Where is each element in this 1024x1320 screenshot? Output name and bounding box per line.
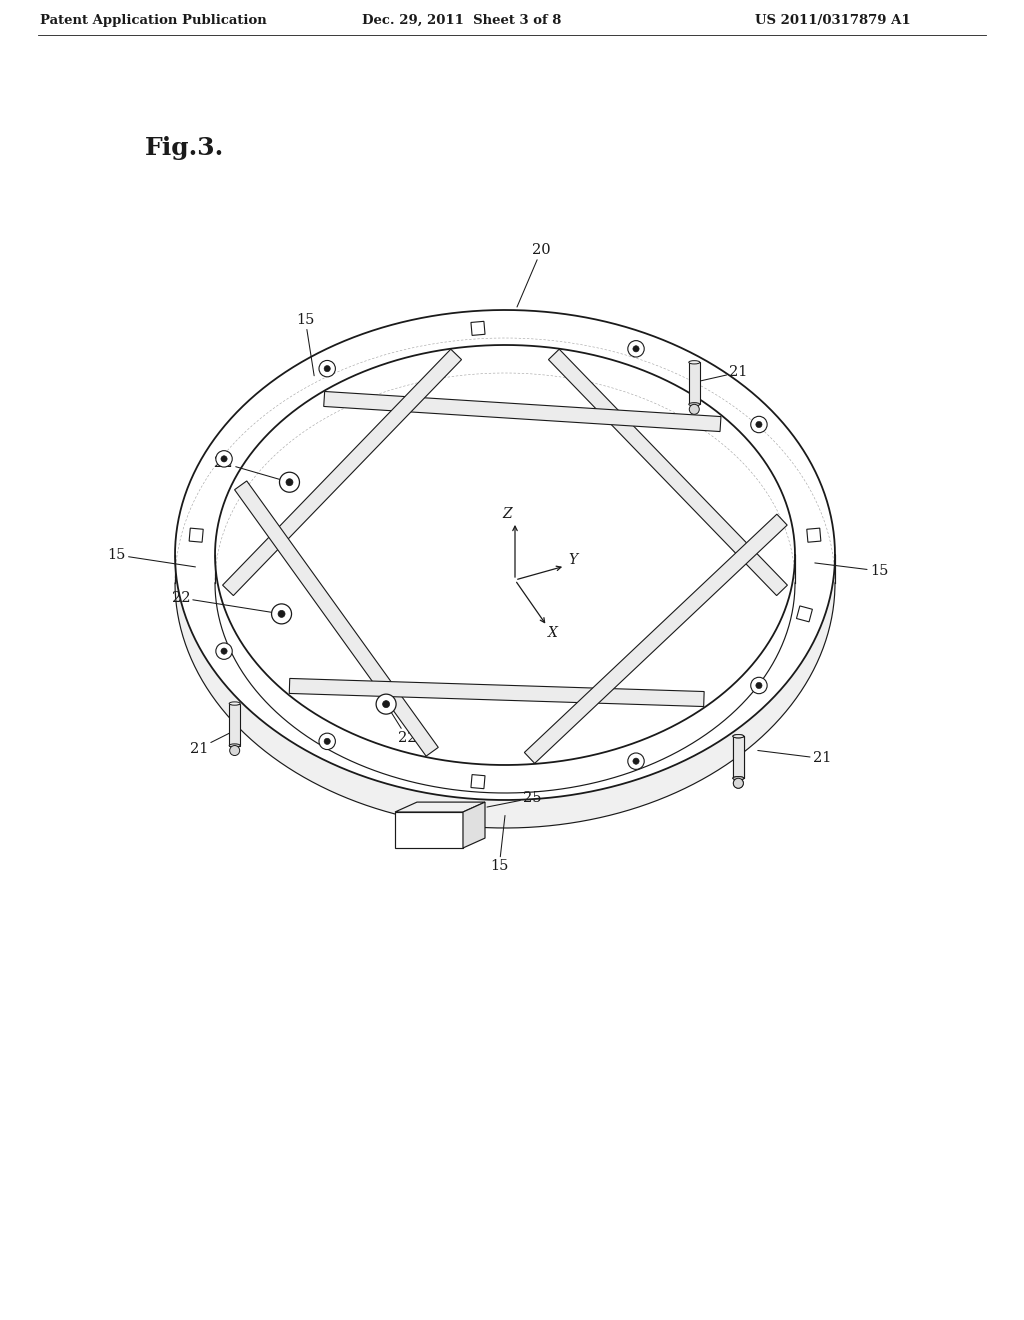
Text: 22: 22 xyxy=(172,591,282,614)
Polygon shape xyxy=(471,775,485,788)
Text: Y: Y xyxy=(568,553,578,568)
Ellipse shape xyxy=(689,403,699,407)
Ellipse shape xyxy=(733,735,743,738)
Circle shape xyxy=(633,346,639,352)
Text: 15: 15 xyxy=(490,816,508,874)
Text: Z: Z xyxy=(502,507,512,521)
Ellipse shape xyxy=(229,744,241,747)
Circle shape xyxy=(733,779,743,788)
Circle shape xyxy=(271,603,292,624)
Ellipse shape xyxy=(733,776,743,780)
Circle shape xyxy=(319,360,336,376)
Polygon shape xyxy=(471,321,485,335)
Circle shape xyxy=(324,738,331,744)
Polygon shape xyxy=(463,803,485,847)
Text: 22: 22 xyxy=(386,704,417,744)
Text: 21: 21 xyxy=(189,730,234,755)
Polygon shape xyxy=(524,515,787,763)
Text: 25: 25 xyxy=(487,791,542,807)
Polygon shape xyxy=(395,803,485,812)
Polygon shape xyxy=(689,362,699,404)
Circle shape xyxy=(221,648,227,655)
Circle shape xyxy=(229,746,240,755)
Text: 21: 21 xyxy=(758,751,831,766)
Circle shape xyxy=(280,473,299,492)
Text: X: X xyxy=(548,626,558,640)
Polygon shape xyxy=(229,704,241,746)
Text: 22: 22 xyxy=(214,457,290,482)
Circle shape xyxy=(628,752,644,770)
Circle shape xyxy=(383,701,389,708)
Polygon shape xyxy=(175,554,835,828)
Polygon shape xyxy=(234,480,438,756)
Ellipse shape xyxy=(689,360,699,364)
Text: 21: 21 xyxy=(694,366,748,383)
Polygon shape xyxy=(395,812,463,847)
Text: 15: 15 xyxy=(815,562,888,578)
Polygon shape xyxy=(324,392,721,432)
Circle shape xyxy=(216,643,232,660)
Text: 15: 15 xyxy=(296,313,314,376)
Polygon shape xyxy=(222,350,462,595)
Circle shape xyxy=(689,404,699,414)
Circle shape xyxy=(221,455,227,462)
Text: Fig.3.: Fig.3. xyxy=(145,136,224,160)
Polygon shape xyxy=(189,528,203,543)
Circle shape xyxy=(628,341,644,356)
Text: 15: 15 xyxy=(108,548,196,566)
Ellipse shape xyxy=(733,735,743,738)
Circle shape xyxy=(751,677,767,694)
Circle shape xyxy=(279,610,285,618)
Circle shape xyxy=(751,416,767,433)
Polygon shape xyxy=(797,606,812,622)
Polygon shape xyxy=(733,737,743,779)
Circle shape xyxy=(756,421,762,428)
Circle shape xyxy=(633,758,639,764)
Text: Dec. 29, 2011  Sheet 3 of 8: Dec. 29, 2011 Sheet 3 of 8 xyxy=(362,15,561,26)
Polygon shape xyxy=(289,678,705,706)
Circle shape xyxy=(319,733,336,750)
Text: US 2011/0317879 A1: US 2011/0317879 A1 xyxy=(755,15,910,26)
Circle shape xyxy=(324,366,331,372)
Ellipse shape xyxy=(733,776,743,780)
Circle shape xyxy=(216,450,232,467)
Polygon shape xyxy=(549,350,787,595)
Text: Patent Application Publication: Patent Application Publication xyxy=(40,15,266,26)
Polygon shape xyxy=(807,528,821,543)
Polygon shape xyxy=(733,737,743,779)
Ellipse shape xyxy=(229,702,241,705)
Circle shape xyxy=(756,682,762,689)
Polygon shape xyxy=(175,310,835,800)
Circle shape xyxy=(733,779,743,788)
Circle shape xyxy=(286,479,293,486)
Text: 20: 20 xyxy=(517,243,551,308)
Circle shape xyxy=(376,694,396,714)
